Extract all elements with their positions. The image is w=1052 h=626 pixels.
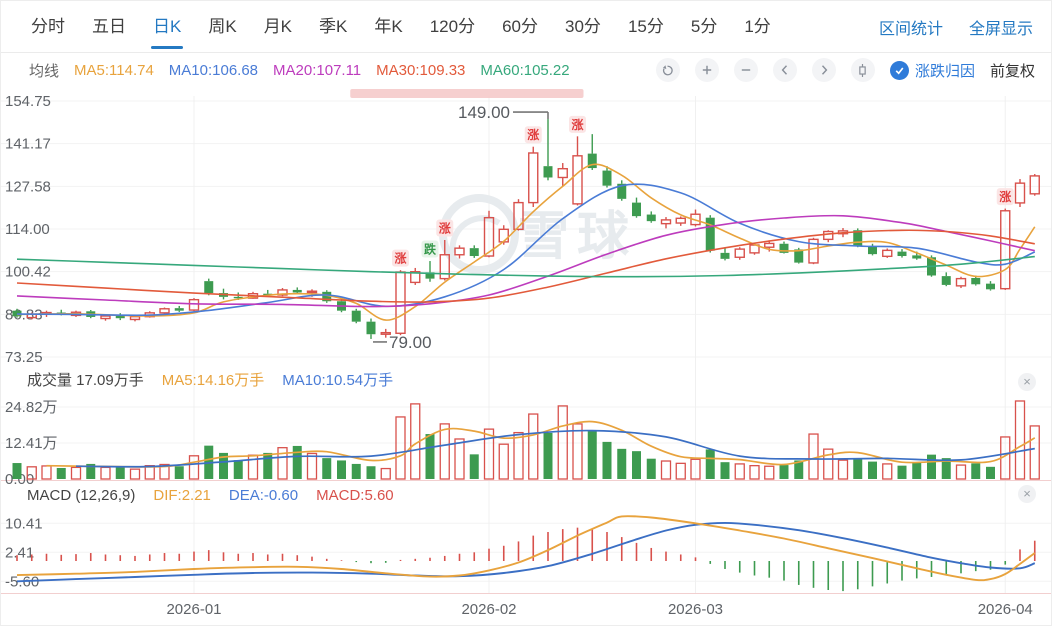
svg-text:73.25: 73.25	[5, 349, 43, 366]
zoom-in-button[interactable]	[694, 58, 719, 82]
svg-text:127.58: 127.58	[5, 178, 51, 195]
volume-bars	[12, 400, 1040, 480]
tabbar-links: 区间统计 全屏显示	[879, 15, 1051, 39]
chevron-right-icon	[818, 64, 830, 76]
ma20-value: MA20:107.11	[273, 61, 362, 79]
tab-季K[interactable]: 季K	[319, 17, 348, 36]
plus-icon	[701, 64, 713, 76]
minus-icon	[740, 64, 752, 76]
adjust-mode-label[interactable]: 前复权	[989, 62, 1035, 80]
tab-60分[interactable]: 60分	[502, 17, 539, 36]
svg-text:涨: 涨	[527, 127, 539, 142]
xueqiu-watermark: 雪球	[439, 194, 637, 274]
price-ma30-line	[16, 229, 1035, 303]
volume-ma5-line	[46, 420, 1036, 468]
chart-area: 154.75 141.17 127.58 114.00 100.42 86.83 73.25…	[1, 87, 1052, 626]
svg-text:2026-01: 2026-01	[166, 601, 221, 618]
ma30-value: MA30:109.33	[376, 61, 466, 79]
fullscreen-link[interactable]: 全屏显示	[968, 20, 1033, 38]
attribution-checkbox[interactable]: 涨跌归因	[889, 60, 975, 81]
svg-text:100.42: 100.42	[5, 264, 51, 281]
tab-120分[interactable]: 120分	[429, 17, 476, 36]
macd-histogram	[16, 527, 1036, 592]
period-tabbar: 分时 五日 日K 周K 月K 季K 年K 120分 60分 30分 15分 5分 1分 区间统计 全屏显…	[1, 1, 1051, 53]
tab-日K[interactable]: 日K	[150, 1, 184, 52]
ma5-value: MA5:114.74	[74, 61, 154, 79]
svg-text:10.41: 10.41	[5, 515, 43, 532]
period-tabs: 分时 五日 日K 周K 月K 季K 年K 120分 60分 30分 15分 5分 1分	[1, 1, 771, 52]
volume-ma10-line	[75, 429, 1035, 468]
undo-button[interactable]	[655, 58, 680, 82]
tab-五日[interactable]: 五日	[92, 17, 126, 36]
svg-text:涨: 涨	[439, 220, 451, 235]
chart-toolbar: 涨跌归因 前复权	[655, 58, 1051, 82]
svg-text:114.00: 114.00	[5, 221, 50, 238]
svg-text:12.41万: 12.41万	[5, 435, 58, 452]
svg-text:跌: 跌	[424, 242, 437, 257]
kline-chart-canvas[interactable]: 154.75141.17127.58114.00100.4286.8373.25…	[1, 87, 1052, 626]
svg-text:2.41: 2.41	[5, 544, 34, 561]
svg-text:2026-02: 2026-02	[461, 601, 516, 618]
tab-周K[interactable]: 周K	[208, 17, 237, 36]
y-axis-labels: 154.75141.17127.58114.00100.4286.8373.25…	[5, 93, 58, 590]
svg-text:2026-03: 2026-03	[668, 601, 723, 618]
macd-pane-close-button[interactable]: ×	[1018, 485, 1036, 503]
svg-text:2026-04: 2026-04	[978, 601, 1033, 618]
tab-15分[interactable]: 15分	[627, 17, 664, 36]
price-ma60-line	[16, 255, 1035, 278]
ma60-value: MA60:105.22	[480, 61, 570, 79]
svg-text:79.00: 79.00	[389, 333, 432, 352]
tab-月K[interactable]: 月K	[263, 17, 293, 36]
gridlines	[1, 96, 1051, 594]
price-ma20-line	[16, 214, 1035, 308]
svg-text:雪球: 雪球	[517, 208, 637, 266]
tab-5分[interactable]: 5分	[690, 17, 718, 36]
pan-left-button[interactable]	[772, 58, 797, 82]
undo-icon	[661, 64, 674, 77]
tab-分时[interactable]: 分时	[31, 17, 65, 36]
price-ma5-line	[16, 163, 1036, 321]
zoom-out-button[interactable]	[733, 58, 758, 82]
svg-text:24.82万: 24.82万	[5, 399, 58, 416]
candle-style-button[interactable]	[850, 58, 875, 82]
tab-1分[interactable]: 1分	[744, 17, 771, 36]
macd-dif-line	[16, 515, 1036, 582]
range-highlight-bar	[350, 89, 584, 98]
chevron-left-icon	[779, 64, 791, 76]
price-annotations: 149.00 79.00	[373, 103, 549, 352]
price-ma10-line	[16, 183, 1036, 317]
svg-text:涨: 涨	[999, 189, 1011, 204]
x-axis-labels: 2026-01 2026-02 2026-03 2026-04	[166, 601, 1032, 618]
tab-年K[interactable]: 年K	[374, 17, 403, 36]
macd-dea-line	[16, 521, 1036, 583]
attribution-label: 涨跌归因	[914, 62, 975, 80]
check-circle-icon	[889, 60, 909, 80]
ma-legend-title: 均线	[29, 62, 60, 80]
tab-30分[interactable]: 30分	[565, 17, 601, 36]
svg-text:141.17: 141.17	[5, 136, 51, 153]
candlestick-icon	[856, 63, 869, 78]
svg-text:涨: 涨	[571, 117, 583, 132]
volume-pane-close-button[interactable]: ×	[1018, 373, 1036, 391]
svg-text:149.00: 149.00	[458, 103, 510, 122]
svg-text:154.75: 154.75	[5, 93, 51, 110]
ma10-value: MA10:106.68	[168, 61, 259, 79]
pan-right-button[interactable]	[811, 58, 836, 82]
svg-text:涨: 涨	[394, 251, 406, 266]
ma-legendbar: 均线 MA5:114.74 MA10:106.68 MA20:107.11 MA…	[1, 53, 1051, 87]
range-statistics-link[interactable]: 区间统计	[878, 20, 943, 38]
